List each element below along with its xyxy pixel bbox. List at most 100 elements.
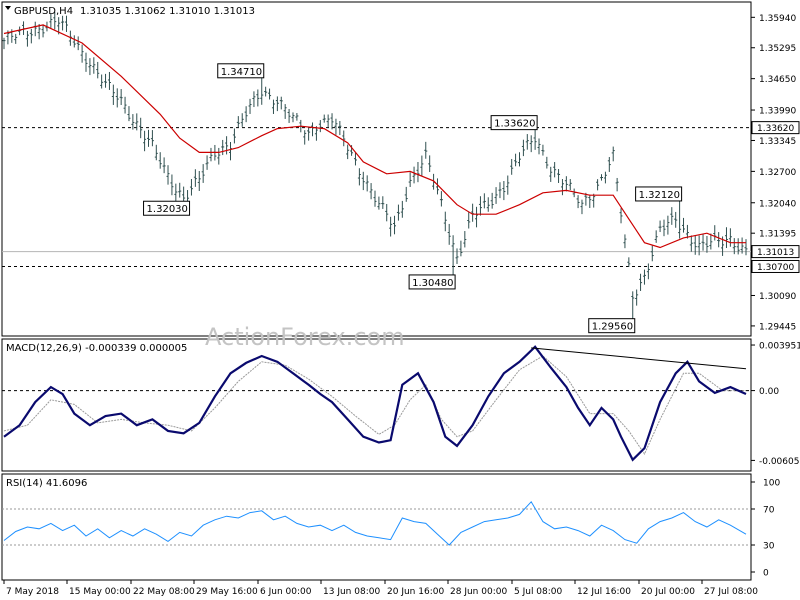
price-bar xyxy=(654,230,658,243)
price-bar xyxy=(557,169,561,183)
time-tick-label: 28 Jun 00:00 xyxy=(450,587,507,597)
rsi-panel: 100 70 30 0 xyxy=(2,479,780,579)
price-bar xyxy=(576,195,580,209)
price-bar xyxy=(307,127,311,141)
price-bar xyxy=(275,96,279,112)
price-bar xyxy=(510,158,514,175)
swing-label-text: 1.30480 xyxy=(412,278,453,289)
price-bar xyxy=(260,75,264,105)
price-bar xyxy=(271,99,275,114)
price-bar xyxy=(545,156,549,169)
price-bar xyxy=(740,237,744,254)
symbol-arrow-icon xyxy=(5,6,11,10)
price-bar xyxy=(283,104,287,119)
price-bar xyxy=(182,186,186,202)
swing-label-text: 1.34710 xyxy=(221,67,262,78)
price-bar xyxy=(303,130,307,145)
price-bar xyxy=(502,181,506,201)
price-bar xyxy=(322,114,326,123)
price-bar xyxy=(678,198,682,239)
price-bar xyxy=(178,182,182,198)
price-tick-label: 1.34650 xyxy=(759,75,796,85)
price-bar xyxy=(600,174,604,181)
price-bar xyxy=(107,71,111,90)
price-bar xyxy=(25,30,29,47)
moving-average xyxy=(3,24,746,249)
macd-tick-label: -0.006055 xyxy=(759,457,800,467)
price-bar xyxy=(80,44,84,63)
price-bar xyxy=(736,238,740,255)
price-bar xyxy=(256,89,260,107)
price-bar xyxy=(623,234,627,249)
price-bar xyxy=(424,141,428,159)
price-bar xyxy=(521,139,525,157)
price-bar xyxy=(244,106,248,123)
price-bar xyxy=(225,136,229,155)
time-tick-label: 27 Jul 08:00 xyxy=(704,587,758,597)
rsi-tick-label: 30 xyxy=(763,542,775,552)
swing-label-text: 1.33620 xyxy=(494,119,535,130)
price-bar xyxy=(560,179,564,196)
price-bar xyxy=(342,130,346,147)
price-bar xyxy=(627,257,631,267)
price-bar xyxy=(139,117,143,139)
time-tick-label: 7 May 2018 xyxy=(6,587,59,597)
price-bar xyxy=(396,204,400,221)
price-bar xyxy=(494,187,498,204)
price-bar xyxy=(240,113,244,127)
price-bar xyxy=(447,223,451,245)
level-price-box xyxy=(751,259,800,273)
symbol-label: GBPUSD,H4 xyxy=(14,6,73,17)
swing-label: 1.32030 xyxy=(143,200,191,216)
panel-frames xyxy=(1,1,752,581)
time-tick-label: 6 Jun 00:00 xyxy=(260,587,312,597)
price-bar xyxy=(564,176,568,192)
price-bar xyxy=(357,168,361,186)
price-bar xyxy=(635,289,639,306)
time-tick-label: 15 May 00:00 xyxy=(69,587,131,597)
price-bar xyxy=(236,116,240,128)
price-bar xyxy=(104,73,108,88)
macd-tick-label: 0.00 xyxy=(759,387,779,397)
price-bar xyxy=(451,235,455,277)
price-bar xyxy=(541,144,545,156)
price-bar xyxy=(135,113,139,131)
price-bar xyxy=(96,61,100,79)
price-bar xyxy=(674,211,678,228)
price-bar xyxy=(642,269,646,285)
price-bar xyxy=(705,235,709,253)
macd-panel: 0.003951 0.00 -0.006055 xyxy=(2,342,800,467)
price-bar xyxy=(72,35,76,48)
price-bar xyxy=(646,263,650,280)
macd-tick-label: 0.003951 xyxy=(759,342,800,352)
rsi-tick-label: 100 xyxy=(763,479,780,489)
price-bar xyxy=(428,155,432,172)
price-tick-label: 1.29445 xyxy=(759,322,796,332)
price-bar xyxy=(689,235,693,252)
price-bar xyxy=(369,183,373,200)
time-tick-label: 20 Jun 16:00 xyxy=(387,587,444,597)
price-bar xyxy=(537,138,541,155)
price-bar xyxy=(166,165,170,185)
price-bar xyxy=(189,179,193,196)
moving-average-line xyxy=(3,24,746,249)
price-bar xyxy=(389,216,393,237)
price-bar xyxy=(111,84,115,105)
price-bar xyxy=(201,164,205,183)
price-bar xyxy=(490,192,494,209)
price-bar xyxy=(580,199,584,215)
price-bar xyxy=(193,169,197,187)
price-bar xyxy=(662,219,666,237)
price-bar xyxy=(29,28,33,44)
price-bar xyxy=(478,196,482,216)
price-bar xyxy=(619,208,623,224)
price-bar xyxy=(385,203,389,222)
price-bar xyxy=(119,89,123,106)
level-price-text: 1.33620 xyxy=(757,124,794,134)
price-bar xyxy=(232,128,236,144)
price-bar xyxy=(439,191,443,207)
price-bar xyxy=(455,248,459,264)
price-bar xyxy=(143,130,147,152)
price-bar xyxy=(150,130,154,147)
